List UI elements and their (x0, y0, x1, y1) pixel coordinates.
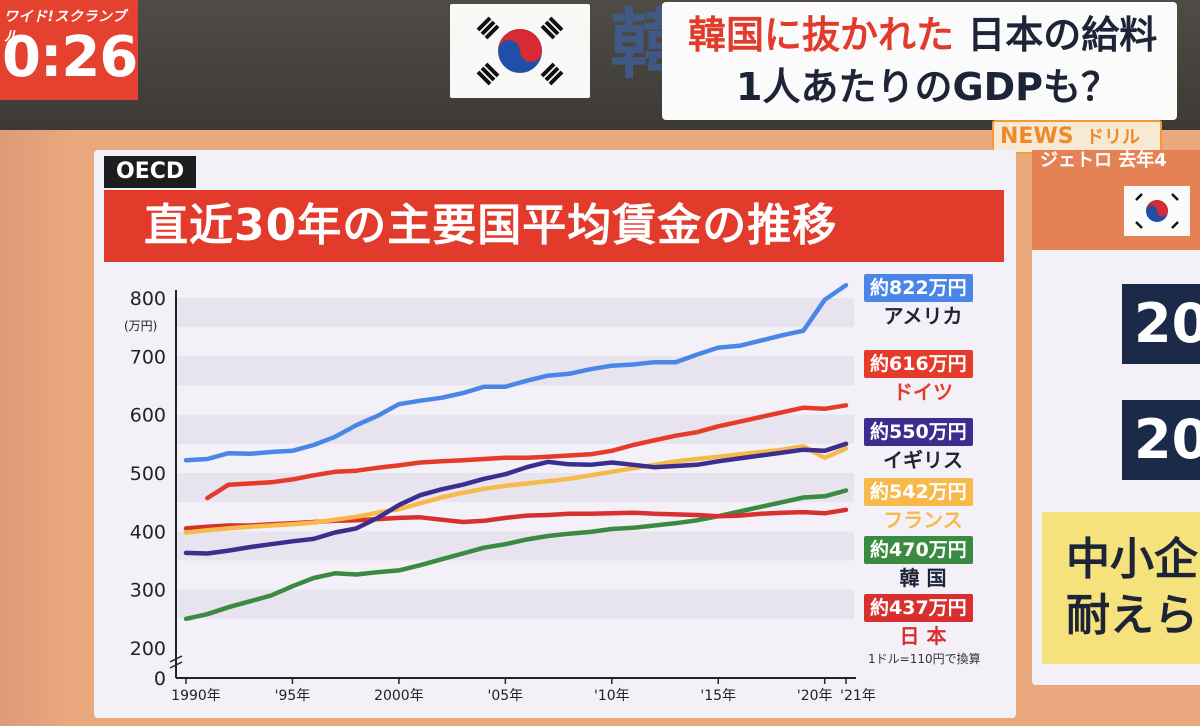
y-tick-label: 0 (154, 668, 166, 690)
legend-value-germany: 約616万円 (864, 350, 973, 378)
korea-flag-small-icon (1124, 186, 1190, 236)
right-panel-header: ジェトロ 去年4 (1032, 150, 1200, 250)
headline-line-1: 韓国に抜かれた 日本の給料 (688, 12, 1157, 58)
series-line-germany (205, 403, 849, 501)
headline-black-text: 日本の給料 (967, 13, 1158, 57)
headline-line-2: 1人あたりのGDPも？ (736, 65, 1120, 109)
series-line-usa (183, 282, 849, 463)
grid-band (176, 298, 854, 328)
series-line-france (183, 443, 849, 535)
korea-flag-icon (450, 4, 590, 98)
axis-break-icon (169, 655, 183, 669)
right-caption-line-2: 耐えら (1066, 590, 1198, 641)
legend-name-korea: 韓 国 (899, 566, 947, 590)
y-tick-label: 700 (130, 346, 166, 368)
x-tick-label: '20年 (797, 688, 833, 704)
wage-line-chart: 0 200 300 400 500 600 700 800 (万円) 1990年 '95年 2000年… (124, 282, 876, 704)
legend-name-usa: アメリカ (883, 304, 963, 328)
right-panel-header-text: ジェトロ 去年4 (1040, 150, 1167, 171)
x-tick-label: 2000年 (374, 688, 424, 704)
right-value-box-1: 20 (1122, 284, 1200, 364)
y-tick-label: 600 (130, 405, 166, 427)
x-tick-label: 1990年 (171, 688, 221, 704)
legend-value-japan: 約437万円 (864, 594, 973, 622)
x-tick-label: '10年 (594, 688, 630, 704)
chart-panel: OECD 直近30年の主要国平均賃金の推移 0 200 300 400 500 600 70… (94, 150, 1016, 718)
legend-value-usa: 約822万円 (864, 274, 973, 302)
series-line-korea (183, 488, 849, 622)
grid-band (176, 356, 854, 386)
x-tick-label: '95年 (275, 688, 311, 704)
headline-red-text: 韓国に抜かれた (688, 13, 955, 57)
legend-name-germany: ドイツ (893, 380, 953, 404)
legend-name-japan: 日 本 (899, 624, 947, 648)
legend-value-korea: 約470万円 (864, 536, 973, 564)
grid-band (176, 531, 854, 561)
legend-value-france: 約542万円 (864, 478, 973, 506)
exchange-rate-note: 1ドル=110円で換算 (868, 652, 981, 666)
grid-band (176, 473, 854, 503)
x-tick-label: '15年 (700, 688, 736, 704)
clock-time: 0:26 (2, 25, 138, 90)
program-clock: ワイド!スクランブル 0:26 (0, 0, 138, 100)
source-tag: OECD (104, 156, 197, 188)
news-badge-sub: ドリル (1086, 127, 1140, 148)
right-caption-text: 中小企 耐えら (1066, 532, 1198, 644)
right-caption-box: 中小企 耐えら (1042, 512, 1200, 664)
news-badge-main: NEWS (1000, 124, 1074, 149)
series-line-uk (183, 441, 849, 556)
x-tick-label: '05年 (488, 688, 524, 704)
x-tick-label: '21年 (840, 688, 876, 704)
chart-title: 直近30年の主要国平均賃金の推移 (104, 190, 1004, 262)
y-tick-label: 800 (130, 288, 166, 310)
grid-band (176, 589, 854, 619)
show-name: ワイド!スクランブル (4, 9, 127, 45)
right-caption-line-1: 中小企 (1066, 534, 1198, 585)
y-tick-label: 400 (130, 521, 166, 543)
legend-name-france: フランス (883, 508, 963, 532)
right-panel: ジェトロ 去年4 20 20 中小企 耐えら (1032, 150, 1200, 685)
y-tick-label: 300 (130, 580, 166, 602)
y-tick-label: 200 (130, 638, 166, 660)
legend-name-uk: イギリス (883, 448, 963, 472)
y-axis-unit: (万円) (124, 319, 157, 333)
y-tick-label: 500 (130, 463, 166, 485)
headline-box: 韓国に抜かれた 日本の給料 1人あたりのGDPも？ (662, 2, 1177, 120)
news-drill-badge: NEWS ドリル (992, 120, 1162, 154)
legend-value-uk: 約550万円 (864, 418, 973, 446)
left-bezel (0, 130, 70, 726)
right-value-box-2: 20 (1122, 400, 1200, 480)
